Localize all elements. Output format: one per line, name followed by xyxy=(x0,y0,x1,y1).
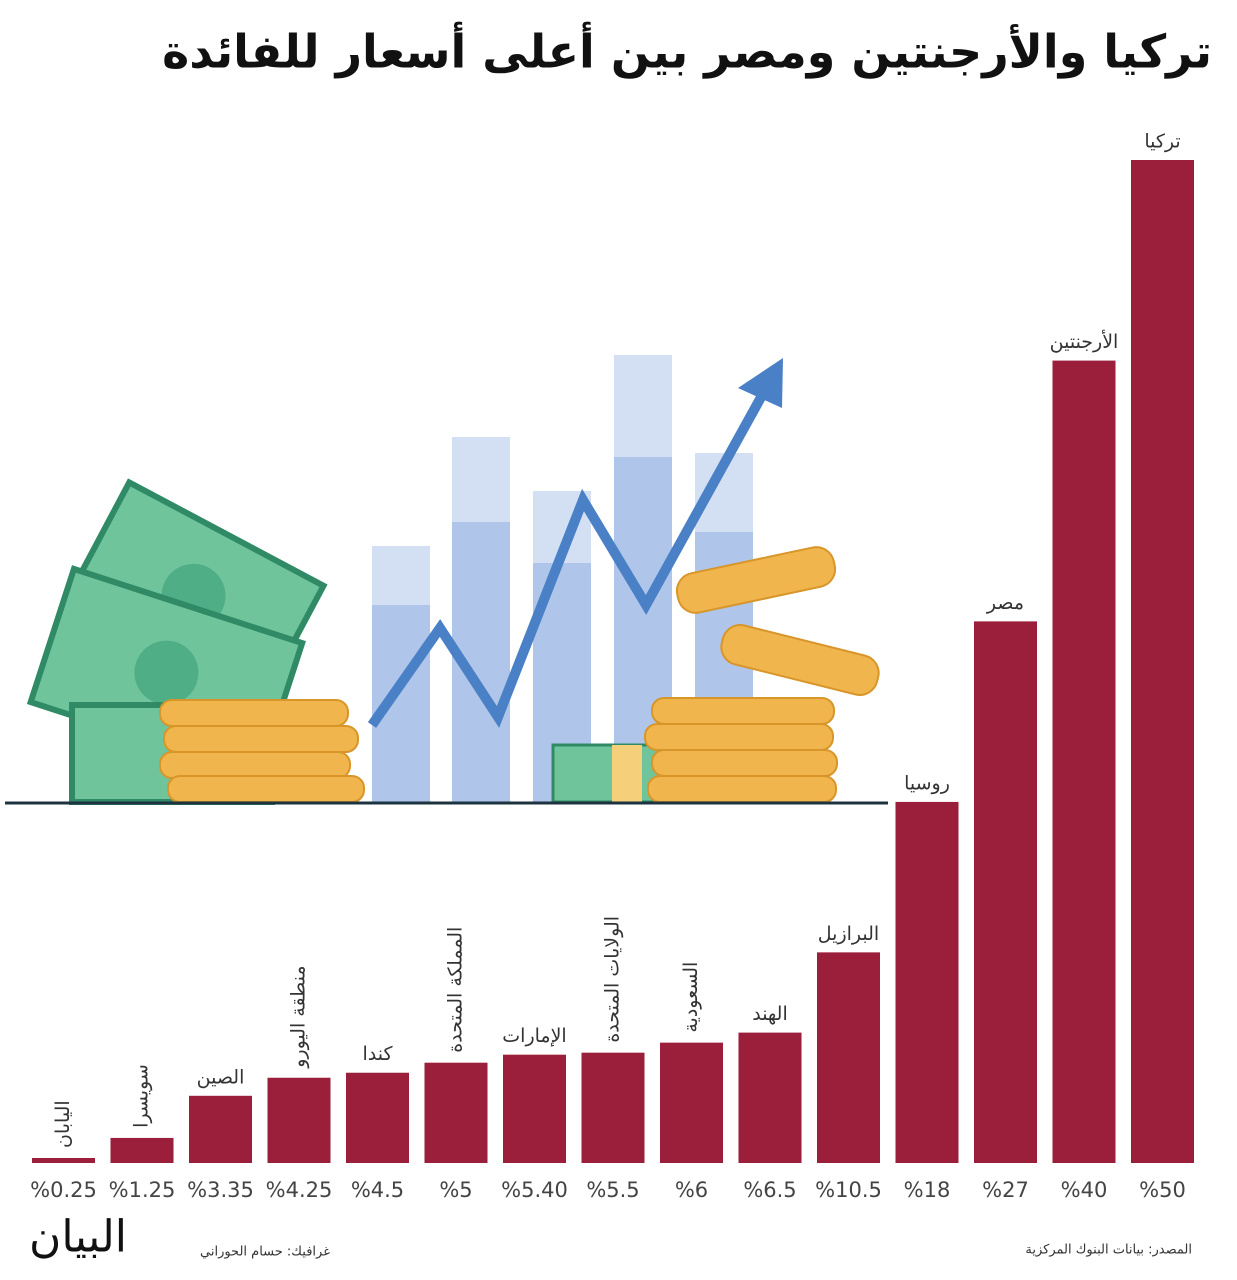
bar xyxy=(817,952,880,1163)
category-label: روسيا xyxy=(904,772,950,794)
value-label: %3.35 xyxy=(187,1178,254,1202)
bar xyxy=(1131,160,1194,1163)
value-label: %40 xyxy=(1061,1178,1108,1202)
category-label: المملكة المتحدة xyxy=(445,927,467,1053)
bar xyxy=(581,1052,645,1163)
category-label: البرازيل xyxy=(818,923,879,945)
bar xyxy=(267,1077,331,1163)
bar xyxy=(1052,360,1116,1164)
chart-title: تركيا والأرجنتين ومصر بين أعلى أسعار للف… xyxy=(162,22,1212,79)
credit: غرافيك: حسام الحوراني xyxy=(200,1245,330,1260)
category-label: كندا xyxy=(362,1043,393,1065)
category-label: تركيا xyxy=(1144,131,1180,153)
category-label: السعودية xyxy=(680,962,702,1033)
bar xyxy=(189,1095,252,1163)
value-label: %27 xyxy=(982,1178,1029,1202)
value-label: %4.25 xyxy=(266,1178,333,1202)
bar xyxy=(346,1072,409,1163)
bar xyxy=(32,1157,95,1163)
category-label: اليابان xyxy=(52,1100,74,1148)
category-label: الأرجنتين xyxy=(1050,330,1119,353)
category-label: سويسرا xyxy=(131,1064,153,1128)
value-label: %6.5 xyxy=(743,1178,796,1202)
bar xyxy=(660,1042,723,1163)
source: المصدر: بيانات البنوك المركزية xyxy=(1025,1243,1192,1258)
bar xyxy=(110,1137,174,1163)
bar xyxy=(974,621,1037,1163)
bar xyxy=(424,1062,488,1163)
value-label: %6 xyxy=(675,1178,708,1202)
value-label: %1.25 xyxy=(109,1178,176,1202)
bar xyxy=(895,801,959,1163)
category-label: الصين xyxy=(197,1066,245,1088)
bar xyxy=(738,1032,802,1163)
value-label: %18 xyxy=(904,1178,951,1202)
value-label: %10.5 xyxy=(815,1178,882,1202)
value-label: %0.25 xyxy=(30,1178,97,1202)
category-label: منطقة اليورو xyxy=(288,965,310,1068)
value-label: %4.5 xyxy=(351,1178,404,1202)
value-label: %5 xyxy=(439,1178,472,1202)
category-label: الإمارات xyxy=(502,1025,566,1047)
category-label: الهند xyxy=(752,1003,788,1025)
bar xyxy=(503,1054,566,1163)
value-label: %5.40 xyxy=(501,1178,568,1202)
category-label: مصر xyxy=(986,592,1024,614)
logo: البيان xyxy=(29,1212,127,1263)
category-label: الولايات المتحدة xyxy=(602,916,624,1043)
value-label: %50 xyxy=(1139,1178,1186,1202)
illustration xyxy=(5,355,888,805)
value-label: %5.5 xyxy=(586,1178,639,1202)
